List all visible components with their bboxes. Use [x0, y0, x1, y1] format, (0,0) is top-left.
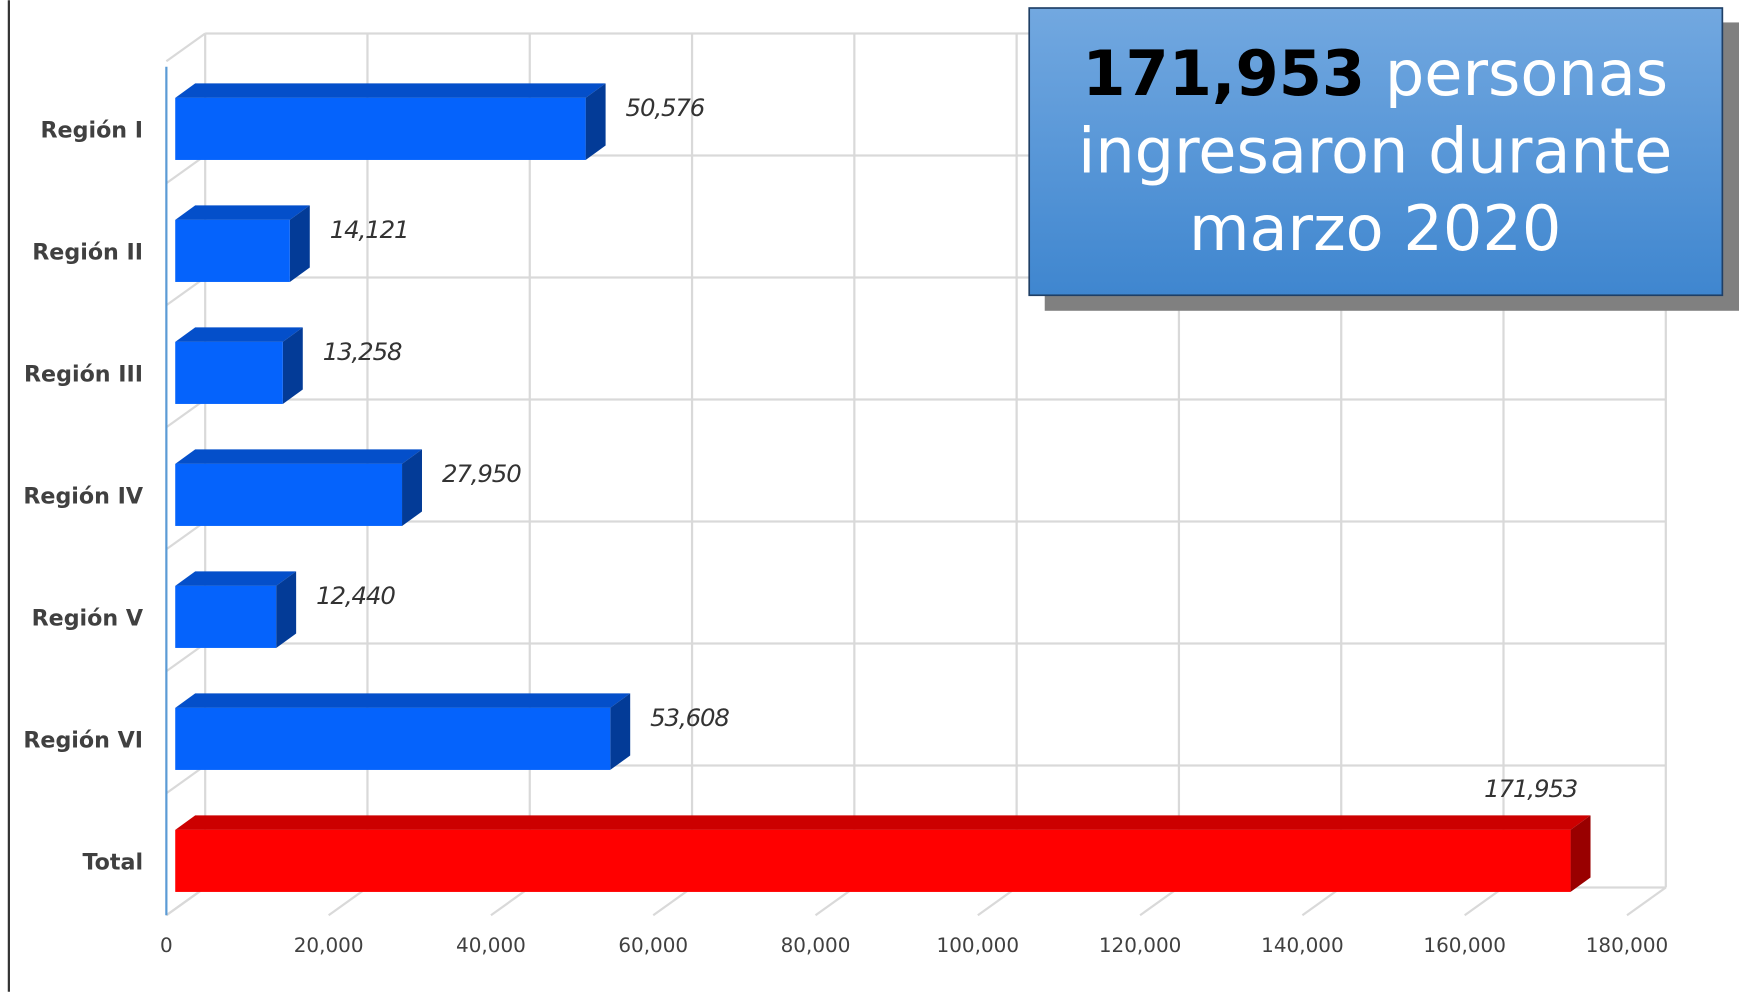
- bar: [175, 815, 1591, 892]
- bar: [175, 571, 297, 648]
- x-tick-label: 80,000: [781, 933, 851, 957]
- bar-side: [282, 327, 303, 404]
- y-tick-label: Región II: [32, 240, 143, 266]
- data-label: 53,608: [650, 703, 729, 732]
- bar-side: [402, 449, 422, 526]
- bar-side: [585, 83, 606, 160]
- floor-line: [1464, 886, 1505, 917]
- y-tick-label: Región VI: [23, 728, 143, 754]
- bar-front: [175, 219, 290, 282]
- callout-bold: 171,953: [1082, 37, 1365, 110]
- bar: [175, 205, 310, 282]
- callout: 171,953 personas ingresaron durante marz…: [1028, 7, 1739, 311]
- bar-top: [175, 449, 422, 464]
- wall-line: [165, 32, 206, 63]
- bar-top: [175, 205, 310, 220]
- floor-line: [814, 886, 855, 917]
- callout-line: 171,953 personas: [1082, 37, 1668, 110]
- wall-line: [165, 764, 206, 795]
- data-label: 27,950: [442, 459, 521, 488]
- bar-top: [175, 815, 1591, 830]
- x-tick-label: 160,000: [1423, 933, 1506, 957]
- bar-front: [175, 463, 403, 526]
- callout-line: ingresaron durante: [1078, 115, 1672, 188]
- bar-side: [289, 205, 310, 282]
- bar-side: [276, 571, 297, 648]
- bar-top: [175, 83, 606, 98]
- y-tick-label: Región V: [32, 606, 144, 632]
- callout-line: marzo 2020: [1189, 192, 1561, 265]
- bar-front: [175, 829, 1571, 892]
- bar: [175, 327, 303, 404]
- wall-line: [165, 398, 206, 429]
- floor-line: [1626, 886, 1667, 917]
- floor-line: [652, 886, 693, 917]
- floor-line: [1301, 886, 1342, 917]
- callout-box: [1028, 7, 1724, 297]
- y-tick-label: Total: [82, 850, 143, 876]
- data-label: 13,258: [323, 337, 402, 366]
- data-label: 12,440: [316, 581, 395, 610]
- x-tick-label: 100,000: [937, 933, 1020, 957]
- callout-text: personas: [1385, 37, 1668, 110]
- plot: 0 20,000 40,000 60,000 80,000 100,000 120,000 1…: [23, 32, 1669, 957]
- wall-line: [165, 520, 206, 551]
- x-tick-label: 60,000: [618, 933, 688, 957]
- bar-top: [175, 571, 297, 586]
- y-tick-label: Región III: [24, 362, 143, 388]
- bar-side: [610, 693, 631, 770]
- floor-line: [165, 886, 206, 917]
- data-label: 50,576: [626, 93, 705, 122]
- floor-line: [490, 886, 531, 917]
- data-label: 171,953: [1484, 774, 1577, 803]
- bar-side: [1570, 815, 1591, 892]
- wall-line: [165, 642, 206, 673]
- bar-top: [175, 693, 631, 708]
- x-tick-label: 120,000: [1099, 933, 1182, 957]
- bar: [175, 83, 606, 160]
- floor-line: [1139, 886, 1180, 917]
- floor-line: [977, 886, 1018, 917]
- bar-front: [175, 341, 283, 404]
- wall-line: [165, 154, 206, 185]
- bar-front: [175, 707, 611, 770]
- bar-front: [175, 585, 277, 648]
- y-tick-label: Región IV: [23, 484, 144, 510]
- bar: [175, 449, 422, 526]
- wall-line: [165, 276, 206, 307]
- bar: [175, 693, 631, 770]
- x-tick-label: 180,000: [1586, 933, 1669, 957]
- x-tick-label: 0: [160, 933, 173, 957]
- data-label: 14,121: [330, 215, 409, 244]
- x-tick-label: 40,000: [456, 933, 526, 957]
- bar-front: [175, 97, 586, 160]
- x-tick-label: 140,000: [1261, 933, 1344, 957]
- x-tick-label: 20,000: [294, 933, 364, 957]
- bar-top: [175, 327, 303, 342]
- y-tick-label: Región I: [40, 118, 143, 144]
- floor-line: [328, 886, 369, 917]
